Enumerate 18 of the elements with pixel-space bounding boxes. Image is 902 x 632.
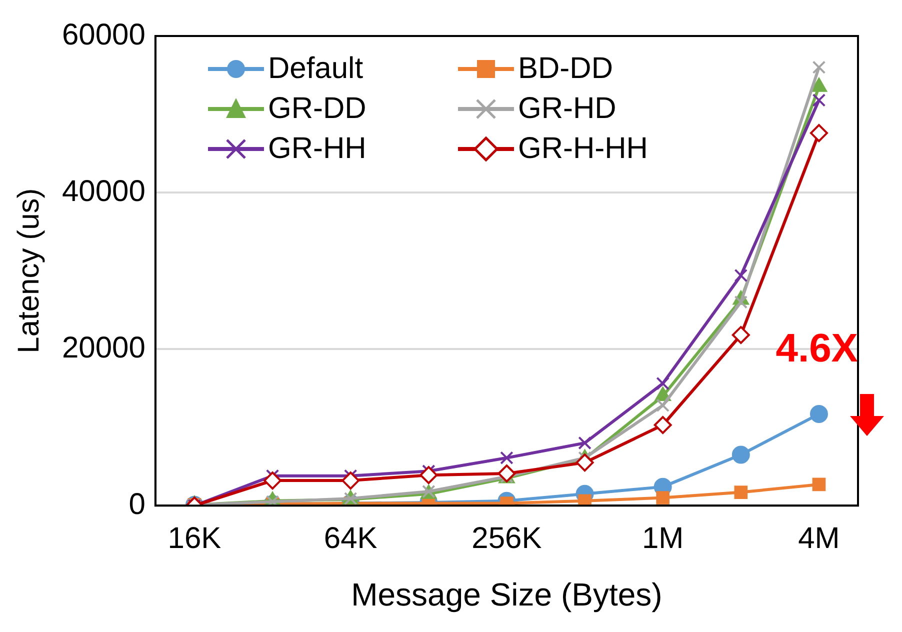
y-axis-title: Latency (us) bbox=[12, 188, 46, 354]
x-tick-label: 1M bbox=[642, 522, 684, 555]
x-tick-label: 256K bbox=[472, 522, 542, 555]
y-tick-label: 0 bbox=[128, 488, 146, 521]
x-tick-label: 64K bbox=[324, 522, 378, 555]
legend-label: BD-DD bbox=[518, 51, 613, 87]
x-axis-title: Message Size (Bytes) bbox=[351, 576, 662, 613]
x-tick-label: 16K bbox=[168, 522, 222, 555]
x-tick-label: 4M bbox=[798, 522, 840, 555]
legend-label: GR-H-HH bbox=[518, 131, 648, 167]
y-tick-label: 20000 bbox=[62, 331, 146, 364]
y-tick-label: 60000 bbox=[62, 18, 146, 52]
y-tick-label: 40000 bbox=[62, 174, 146, 208]
legend-label: Default bbox=[268, 51, 364, 87]
legend-label: GR-HH bbox=[268, 131, 366, 167]
legend-label: GR-HD bbox=[518, 91, 616, 127]
annotation: 4.6X bbox=[776, 326, 858, 371]
legend-label: GR-DD bbox=[268, 91, 366, 127]
